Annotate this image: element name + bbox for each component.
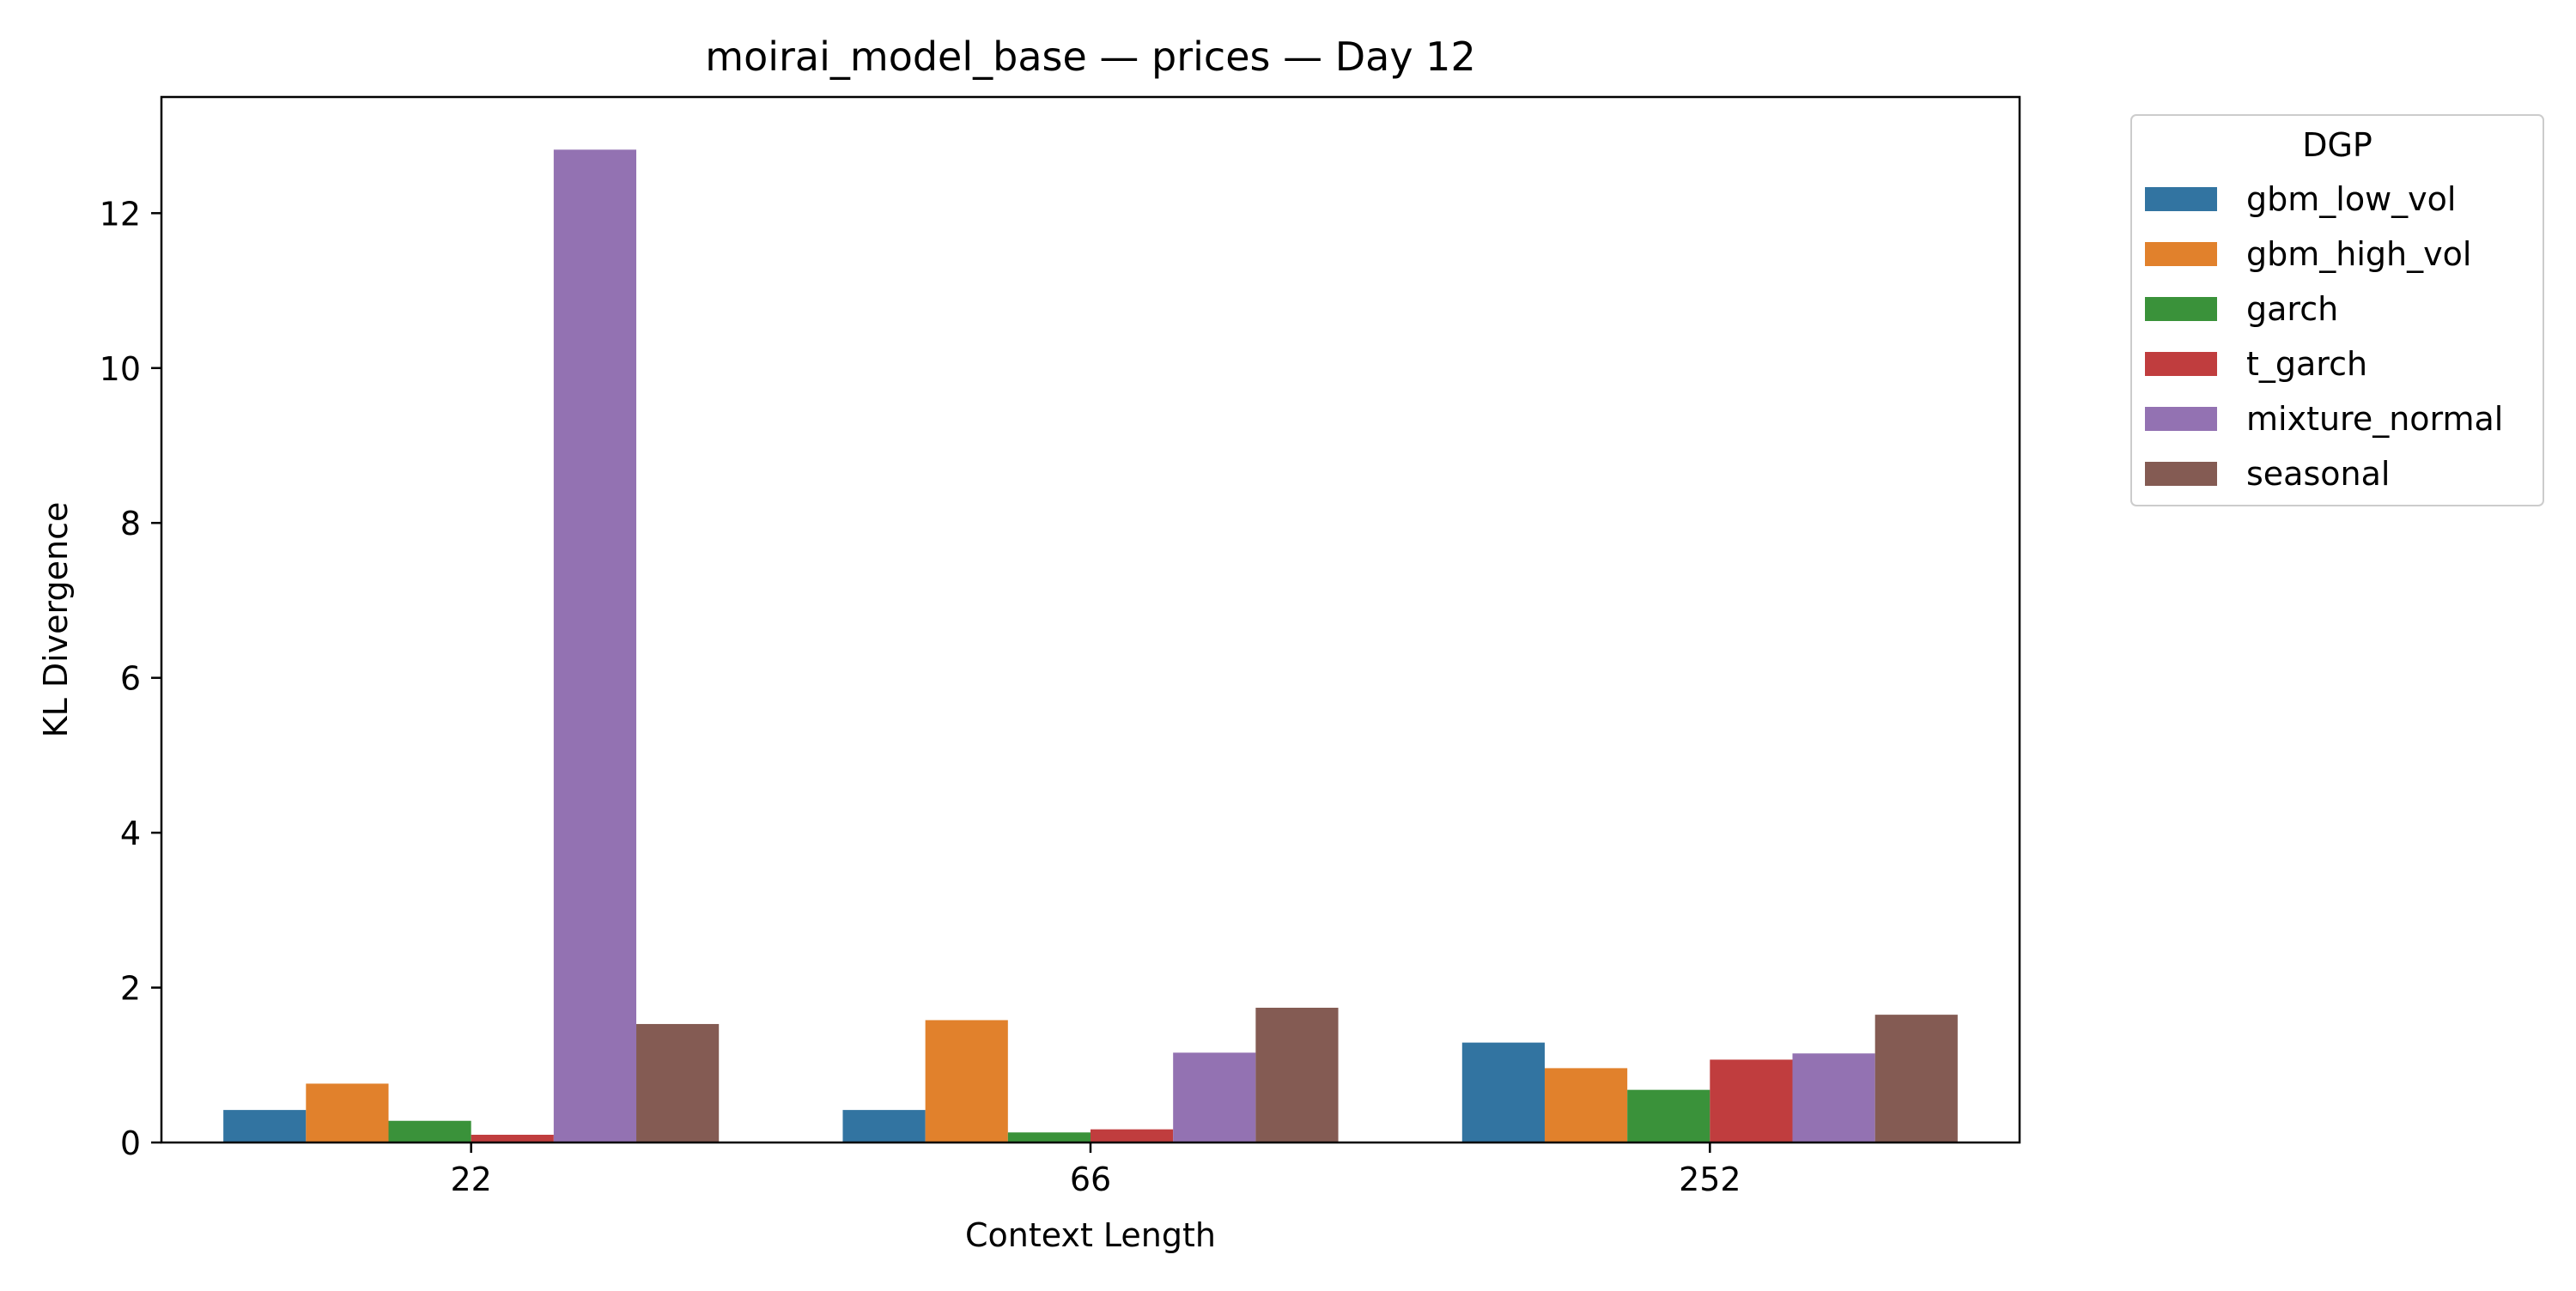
bar-gbm_high_vol-252 — [1544, 1068, 1628, 1143]
y-tick-label: 12 — [100, 195, 141, 233]
x-axis: 22 66 252 — [450, 1143, 1741, 1198]
legend-swatch-gbm_high_vol — [2145, 242, 2217, 266]
bar-mixture_normal-22 — [553, 149, 637, 1143]
x-tick-label: 252 — [1679, 1161, 1741, 1198]
bar-garch-66 — [1007, 1132, 1091, 1143]
legend-title: DGP — [2302, 126, 2372, 164]
x-tick-label: 66 — [1070, 1161, 1111, 1198]
bar-garch-252 — [1627, 1089, 1710, 1143]
bar-gbm_low_vol-66 — [842, 1110, 926, 1143]
legend-label-t_garch: t_garch — [2246, 345, 2367, 383]
bar-t_garch-22 — [471, 1134, 554, 1143]
bar-gbm_low_vol-252 — [1461, 1042, 1545, 1143]
legend-swatch-garch — [2145, 297, 2217, 321]
legend-label-gbm_low_vol: gbm_low_vol — [2246, 180, 2456, 218]
legend-label-gbm_high_vol: gbm_high_vol — [2246, 235, 2471, 273]
bars-layer — [223, 149, 1958, 1143]
y-tick-label: 10 — [100, 350, 141, 388]
y-tick-label: 6 — [120, 660, 141, 698]
y-tick-label: 0 — [120, 1124, 141, 1162]
x-tick-label: 22 — [450, 1161, 491, 1198]
plot-frame — [160, 95, 2021, 1144]
bar-seasonal-252 — [1874, 1015, 1958, 1143]
legend-label-garch: garch — [2246, 290, 2338, 328]
bar-t_garch-252 — [1710, 1059, 1793, 1143]
chart-title: moirai_model_base — prices — Day 12 — [705, 33, 1475, 80]
x-axis-label: Context Length — [965, 1216, 1216, 1254]
y-tick-label: 4 — [120, 815, 141, 852]
legend-swatch-mixture_normal — [2145, 407, 2217, 431]
legend-label-seasonal: seasonal — [2246, 455, 2390, 493]
legend-label-mixture_normal: mixture_normal — [2246, 400, 2503, 438]
bar-gbm_high_vol-22 — [306, 1083, 389, 1143]
bar-gbm_high_vol-66 — [925, 1020, 1008, 1143]
y-axis: 0 2 4 6 8 10 12 — [100, 195, 161, 1162]
bar-garch-22 — [388, 1120, 471, 1143]
legend-swatch-gbm_low_vol — [2145, 187, 2217, 211]
bar-mixture_normal-252 — [1792, 1053, 1875, 1143]
y-tick-label: 2 — [120, 970, 141, 1008]
legend-frame — [2130, 114, 2544, 506]
bar-gbm_low_vol-22 — [223, 1110, 307, 1143]
y-axis-label: KL Divergence — [37, 502, 75, 738]
legend-swatch-t_garch — [2145, 352, 2217, 376]
y-tick-label: 8 — [120, 505, 141, 542]
bar-seasonal-66 — [1255, 1008, 1339, 1143]
bar-seasonal-22 — [636, 1023, 720, 1143]
bar-mixture_normal-66 — [1173, 1052, 1256, 1143]
bar-t_garch-66 — [1091, 1129, 1174, 1143]
legend-swatch-seasonal — [2145, 462, 2217, 486]
